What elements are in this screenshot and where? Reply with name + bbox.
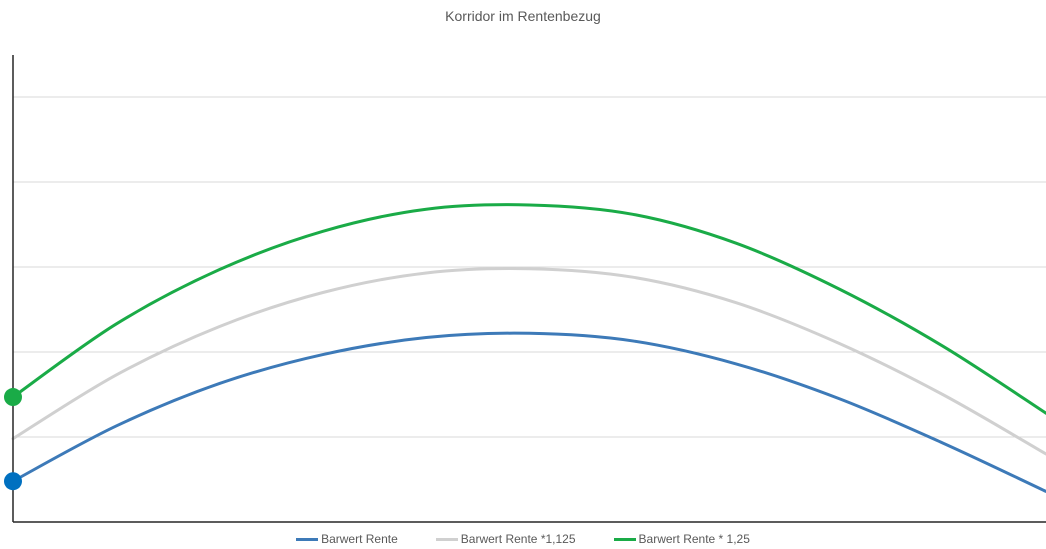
legend-item-barwert-rente[interactable]: Barwert Rente bbox=[296, 532, 398, 546]
series-lines bbox=[11, 203, 1046, 493]
legend-swatch bbox=[296, 537, 319, 541]
legend-label: Barwert Rente *1,125 bbox=[460, 532, 576, 546]
series-line-2 bbox=[11, 203, 1046, 415]
legend-label: Barwert Rente bbox=[321, 532, 398, 546]
legend-label: Barwert Rente * 1,25 bbox=[638, 532, 750, 546]
chart-title: Korridor im Rentenbezug bbox=[445, 8, 601, 24]
start-markers bbox=[4, 388, 22, 491]
legend-swatch bbox=[613, 537, 636, 541]
legend: Barwert Rente Barwert Rente *1,125 Barwe… bbox=[0, 532, 1046, 546]
legend-swatch bbox=[435, 537, 458, 541]
legend-item-barwert-rente-125[interactable]: Barwert Rente * 1,25 bbox=[613, 532, 750, 546]
series-line-1 bbox=[11, 266, 1046, 456]
legend-item-barwert-rente-1125[interactable]: Barwert Rente *1,125 bbox=[435, 532, 576, 546]
gridlines bbox=[13, 96, 1046, 438]
start-point-marker bbox=[4, 388, 22, 407]
start-point-marker bbox=[4, 472, 22, 491]
series-line-0 bbox=[11, 331, 1046, 493]
